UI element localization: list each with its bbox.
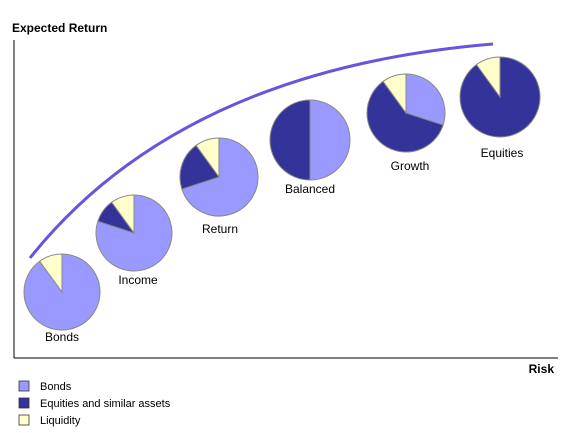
pie-label-return: Return: [202, 222, 238, 236]
pie-growth: Growth: [367, 74, 445, 173]
slice-balanced-equities: [270, 100, 310, 180]
legend-label-0: Bonds: [40, 381, 72, 393]
x-axis-title: Risk: [529, 362, 555, 376]
legend-label-1: Equities and similar assets: [40, 398, 171, 410]
pie-equities: Equities: [460, 57, 540, 160]
y-axis-title: Expected Return: [12, 21, 107, 35]
pie-bonds: Bonds: [24, 254, 100, 344]
legend-swatch-0: [19, 381, 29, 391]
pie-label-growth: Growth: [391, 159, 430, 173]
slice-balanced-bonds: [310, 100, 350, 180]
pie-label-balanced: Balanced: [285, 182, 335, 196]
allocation-pies: Bonds Income Return Balanced Growth Equities: [24, 57, 540, 344]
pie-label-bonds: Bonds: [45, 330, 79, 344]
pie-label-income: Income: [118, 273, 158, 287]
legend-swatch-1: [19, 398, 29, 408]
legend-swatch-2: [19, 415, 29, 425]
pie-balanced: Balanced: [270, 100, 350, 196]
legend: Bonds Equities and similar assets Liquidit…: [19, 381, 171, 427]
legend-label-2: Liquidity: [40, 415, 81, 427]
pie-label-equities: Equities: [481, 146, 524, 160]
pie-income: Income: [96, 195, 172, 287]
pie-return: Return: [180, 138, 258, 236]
